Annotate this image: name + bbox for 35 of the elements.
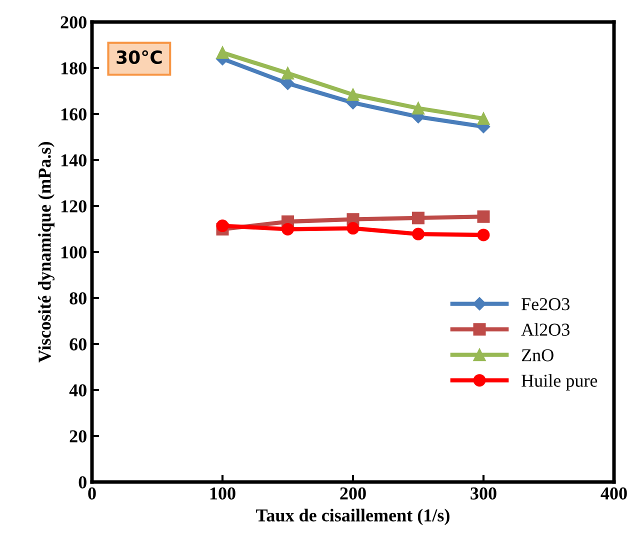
y-tick-label: 60	[70, 338, 86, 350]
x-tick-label: 300	[470, 487, 496, 500]
y-tick-label: 80	[70, 292, 86, 304]
y-tick-label: 120	[62, 200, 86, 212]
y-tick-label: 0	[78, 476, 86, 488]
point	[477, 228, 490, 242]
point	[346, 222, 360, 235]
y-tick-label: 20	[70, 430, 86, 442]
point	[412, 212, 424, 224]
point	[282, 222, 294, 236]
point	[412, 228, 424, 240]
y-tick-label: 40	[69, 384, 86, 396]
annotation: 30°C	[116, 50, 162, 64]
y-axis-title: Viscosité dynamique (mPa.s)	[38, 142, 54, 363]
x-tick-label: 200	[340, 487, 366, 500]
y-tick-label: 180	[62, 62, 86, 74]
x-tick-label: 400	[600, 487, 627, 500]
legend-label: Huile pure	[522, 374, 598, 391]
x-axis-title: Taux de cisaillement (1/s)	[256, 508, 450, 526]
x-tick-label: 100	[210, 487, 236, 500]
y-tick-label: 160	[62, 108, 86, 120]
point	[346, 88, 360, 101]
legend-label: Al2O3	[521, 323, 570, 336]
legend-label: ZnO	[522, 349, 554, 362]
point	[282, 67, 294, 80]
y-tick-label: 100	[62, 246, 86, 258]
point	[477, 210, 490, 223]
y-tick-label: 200	[60, 16, 86, 28]
point	[412, 102, 424, 114]
point	[477, 112, 490, 125]
x-tick-label: 0	[88, 487, 96, 500]
legend-label: Fe2O3	[522, 298, 570, 310]
point	[216, 220, 229, 232]
y-tick-label: 140	[62, 154, 86, 166]
point	[216, 46, 229, 59]
